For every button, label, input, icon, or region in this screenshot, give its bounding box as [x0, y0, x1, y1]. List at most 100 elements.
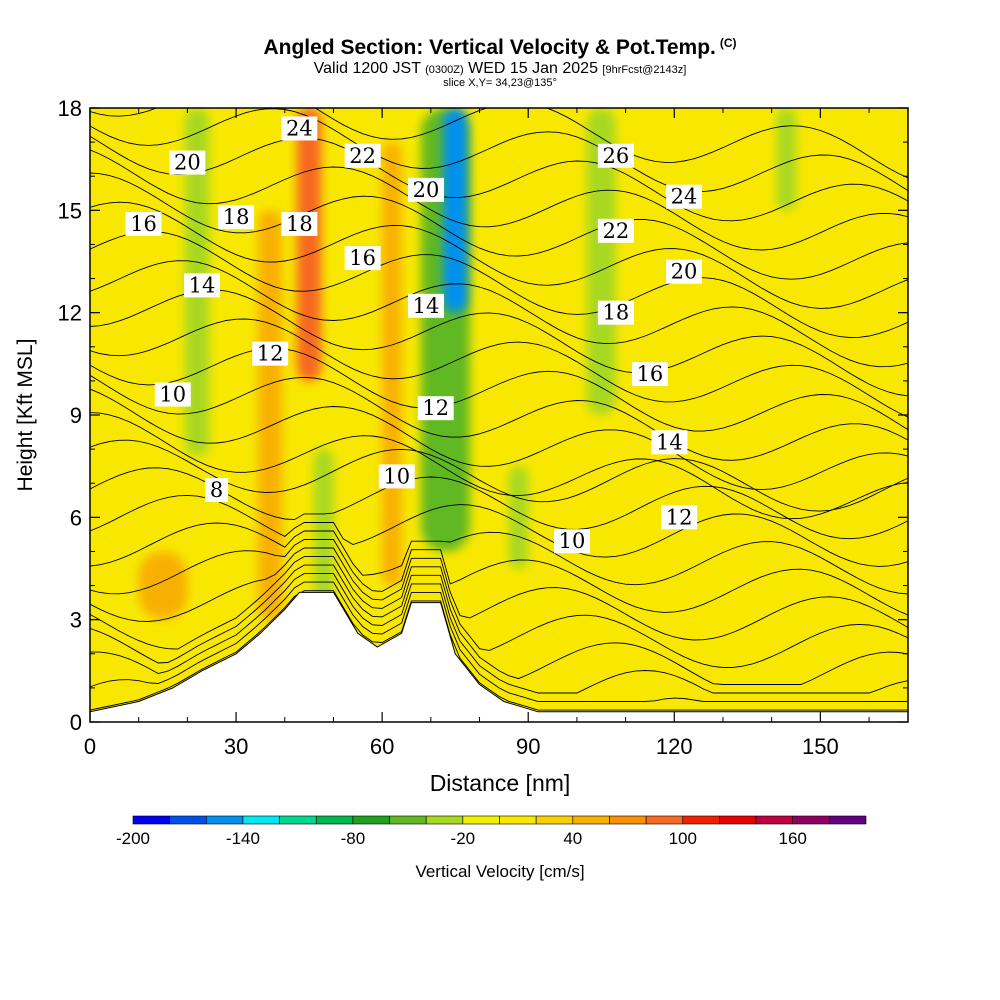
contour-label: 18 — [218, 205, 255, 230]
contour-label-text: 12 — [422, 396, 449, 420]
theta-contour — [90, 374, 908, 461]
contour-label-text: 22 — [349, 144, 376, 168]
theta-contour — [90, 590, 908, 711]
y-tick-label: 6 — [70, 505, 82, 530]
chart-title: Angled Section: Vertical Velocity & Pot.… — [0, 36, 1000, 60]
x-axis-label: Distance [nm] — [429, 770, 571, 796]
y-tick-label: 0 — [70, 710, 82, 735]
contour-label-text: 14 — [413, 294, 440, 318]
slice-info: slice X,Y= 34,23@135° — [443, 77, 557, 89]
colorbar-swatch — [829, 815, 867, 825]
theta-contour — [90, 388, 908, 491]
forecast-info: [9hrFcst@2143z] — [602, 64, 687, 76]
contour-label-text: 18 — [286, 212, 313, 236]
velocity-feature — [776, 108, 797, 211]
y-tick-label: 18 — [58, 96, 82, 121]
colorbar-swatch — [535, 815, 574, 825]
x-tick-label: 60 — [370, 734, 394, 759]
contour-label-text: 24 — [671, 185, 698, 209]
contour-label: 12 — [252, 341, 289, 366]
valid-time: Valid 1200 JST — [313, 60, 421, 77]
colorbar-swatch — [279, 815, 317, 825]
contour-label: 16 — [344, 246, 381, 270]
theta-contour — [90, 172, 908, 280]
theta-contour — [90, 135, 908, 222]
contour-label-text: 18 — [602, 301, 629, 325]
theta-contour — [90, 564, 908, 685]
contour-label: 14 — [183, 273, 220, 298]
contour-label-box — [125, 211, 162, 236]
contour-label: 22 — [344, 143, 381, 168]
theta-contour — [90, 539, 908, 616]
contour-label: 8 — [205, 478, 229, 503]
velocity-feature — [443, 108, 468, 313]
colorbar-tick-label: -20 — [451, 829, 476, 848]
theta-contour — [90, 581, 908, 702]
colorbar-tick-label: -80 — [341, 829, 366, 848]
theta-contour — [90, 556, 908, 668]
theta-contour — [90, 201, 908, 309]
contour-label-box — [281, 211, 318, 236]
contour-label: 22 — [597, 218, 634, 243]
contour-label: 24 — [666, 184, 703, 209]
colorbar-tick-label: -140 — [226, 829, 260, 848]
x-tick-label: 0 — [84, 734, 96, 759]
velocity-feature — [508, 466, 529, 569]
colorbar-tick-label: 40 — [563, 829, 582, 848]
colorbar-swatch — [755, 815, 793, 825]
contour-label-box — [378, 464, 415, 489]
contour-label-box — [666, 184, 703, 209]
theta-contour — [90, 412, 908, 520]
x-tick-label: 90 — [516, 734, 540, 759]
title-text: Angled Section: Vertical Velocity & Pot.… — [263, 36, 716, 59]
contour-label-text: 20 — [671, 260, 698, 284]
theta-contour — [90, 108, 908, 179]
contour-label-box — [218, 205, 255, 230]
theta-contour — [90, 494, 908, 567]
contour-label-text: 10 — [559, 529, 586, 553]
contour-label: 14 — [407, 293, 444, 318]
y-tick-label: 15 — [58, 198, 82, 223]
colorbar-swatch — [425, 815, 464, 825]
terrain — [90, 591, 908, 722]
velocity-feature — [296, 108, 322, 381]
colorbar-label: Vertical Velocity [cm/s] — [415, 862, 585, 881]
contour-label-box — [281, 116, 318, 141]
contour-label-box — [407, 177, 444, 202]
contour-label-text: 20 — [413, 178, 440, 202]
velocity-feature — [382, 142, 402, 586]
velocity-feature — [586, 108, 616, 415]
contour-label-box — [631, 362, 668, 387]
theta-contour — [90, 347, 908, 432]
x-tick-label: 120 — [656, 734, 693, 759]
x-tick-label: 30 — [224, 734, 248, 759]
plot-area: 24 20 22 20 26 24 16 18 18 16 22 20 14 14 18 12 16 10 12 14… — [90, 108, 908, 722]
contour-label-text: 14 — [189, 273, 216, 297]
colorbar-swatch — [242, 815, 280, 825]
contour-label-box — [666, 259, 703, 284]
contour-label-box — [252, 341, 289, 366]
theta-contour — [90, 289, 908, 397]
theta-contour — [90, 260, 908, 368]
theta-contour — [90, 547, 908, 641]
contour-label: 14 — [651, 430, 688, 455]
colorbar-swatch — [352, 815, 390, 825]
contour-label-box — [407, 293, 444, 318]
colorbar-swatch — [315, 815, 354, 825]
theta-contour — [90, 318, 908, 418]
contour-label: 16 — [631, 362, 668, 387]
contour-label-text: 12 — [257, 342, 284, 366]
colorbar-swatch — [682, 815, 720, 825]
contour-label: 20 — [407, 177, 444, 202]
contour-label-box — [344, 143, 381, 168]
colorbar-tick-label: 100 — [669, 829, 697, 848]
contour-label-box — [597, 218, 634, 243]
contour-label-text: 16 — [349, 246, 376, 270]
contour-label: 12 — [417, 396, 454, 421]
contour-label: 10 — [378, 464, 415, 489]
colorbar-swatch — [792, 815, 830, 825]
theta-contour — [90, 108, 908, 193]
colorbar-swatch — [572, 815, 610, 825]
contour-label-text: 10 — [159, 383, 186, 407]
